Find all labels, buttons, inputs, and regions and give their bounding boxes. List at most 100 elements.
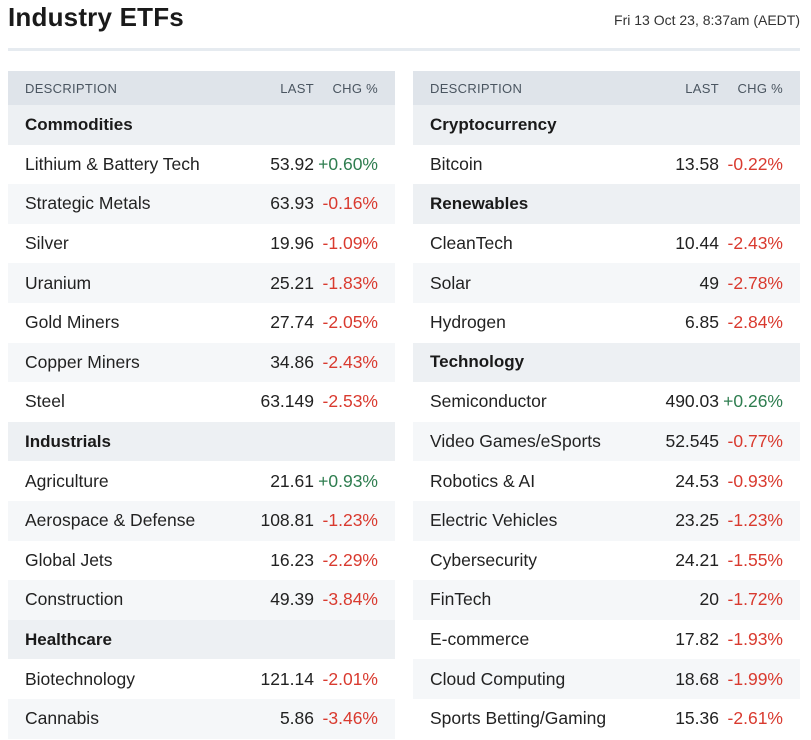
table-row[interactable]: Copper Miners 34.86 -2.43% [8, 342, 395, 383]
change-percent: -0.93% [727, 470, 783, 491]
change-percent: -2.78% [727, 272, 783, 293]
etf-name[interactable]: Global Jets [25, 549, 113, 570]
section-label: Technology [430, 352, 525, 372]
etf-name[interactable]: Semiconductor [430, 391, 547, 412]
section-header: Technology [413, 342, 800, 383]
column-header-last[interactable]: LAST [280, 80, 314, 96]
change-percent: -2.84% [727, 312, 783, 333]
etf-name[interactable]: Construction [25, 589, 124, 610]
right-etf-table: DESCRIPTION LAST CHG % Cryptocurrency Bit… [413, 71, 800, 739]
change-percent: -0.22% [727, 153, 783, 174]
left-etf-table: DESCRIPTION LAST CHG % Commodities Lithiu… [8, 71, 395, 739]
table-row[interactable]: Aerospace & Defense 108.81 -1.23% [8, 500, 395, 541]
etf-name[interactable]: FinTech [430, 589, 492, 610]
last-price: 13.58 [675, 153, 719, 174]
column-header-change[interactable]: CHG % [737, 80, 783, 96]
change-percent: -2.43% [727, 233, 783, 254]
column-header-description[interactable]: DESCRIPTION [430, 80, 523, 96]
table-row[interactable]: Strategic Metals 63.93 -0.16% [8, 184, 395, 224]
last-price: 108.81 [260, 510, 314, 531]
table-row[interactable]: Lithium & Battery Tech 53.92 +0.60% [8, 144, 395, 185]
etf-name[interactable]: Electric Vehicles [430, 510, 558, 531]
column-header-last[interactable]: LAST [685, 80, 719, 96]
etf-name[interactable]: Biotechnology [25, 668, 135, 689]
table-row[interactable]: Cybersecurity 24.21 -1.55% [413, 540, 800, 581]
section-label: Commodities [25, 114, 133, 134]
change-percent: -1.72% [727, 589, 783, 610]
column-header-change[interactable]: CHG % [332, 80, 378, 96]
section-header: Renewables [413, 184, 800, 224]
table-row[interactable]: Semiconductor 490.03 +0.26% [413, 382, 800, 422]
table-row[interactable]: Bitcoin 13.58 -0.22% [413, 144, 800, 185]
section-label: Renewables [430, 193, 529, 213]
last-price: 16.23 [270, 549, 314, 570]
change-percent: -3.46% [322, 708, 378, 729]
change-percent: +0.60% [318, 153, 378, 174]
table-row[interactable]: Agriculture 21.61 +0.93% [8, 461, 395, 501]
table-row[interactable]: Robotics & AI 24.53 -0.93% [413, 461, 800, 501]
change-percent: -1.23% [727, 510, 783, 531]
table-row[interactable]: Global Jets 16.23 -2.29% [8, 540, 395, 581]
table-row[interactable]: Hydrogen 6.85 -2.84% [413, 302, 800, 343]
table-row[interactable]: CleanTech 10.44 -2.43% [413, 223, 800, 264]
change-percent: -2.29% [322, 549, 378, 570]
etf-name[interactable]: Bitcoin [430, 153, 483, 174]
table-row[interactable]: Construction 49.39 -3.84% [8, 580, 395, 620]
last-price: 5.86 [279, 708, 314, 729]
table-row[interactable]: Uranium 25.21 -1.83% [8, 263, 395, 303]
table-row[interactable]: E-commerce 17.82 -1.93% [413, 619, 800, 660]
last-price: 19.96 [270, 233, 314, 254]
etf-name[interactable]: Gold Miners [25, 312, 120, 333]
last-price: 15.36 [675, 708, 719, 729]
etf-name[interactable]: Robotics & AI [430, 470, 536, 491]
last-price: 34.86 [270, 351, 314, 372]
etf-name[interactable]: CleanTech [430, 233, 513, 254]
etf-name[interactable]: E-commerce [430, 629, 530, 650]
table-row[interactable]: Gold Miners 27.74 -2.05% [8, 302, 395, 343]
timestamp: Fri 13 Oct 23, 8:37am (AEDT) [614, 12, 800, 28]
table-row[interactable]: Cannabis 5.86 -3.46% [8, 698, 395, 739]
table-row[interactable]: Biotechnology 121.14 -2.01% [8, 659, 395, 699]
etf-name[interactable]: Hydrogen [430, 312, 506, 333]
table-row[interactable]: Sports Betting/Gaming 15.36 -2.61% [413, 698, 800, 739]
etf-name[interactable]: Solar [430, 272, 471, 293]
etf-name[interactable]: Strategic Metals [25, 193, 151, 214]
table-row[interactable]: Electric Vehicles 23.25 -1.23% [413, 500, 800, 541]
column-header-description[interactable]: DESCRIPTION [25, 80, 118, 96]
change-percent: -2.61% [727, 708, 783, 729]
last-price: 490.03 [665, 391, 719, 412]
table-row[interactable]: Silver 19.96 -1.09% [8, 223, 395, 264]
etf-name[interactable]: Copper Miners [25, 351, 140, 372]
etf-name[interactable]: Video Games/eSports [430, 431, 601, 452]
change-percent: -1.99% [727, 668, 783, 689]
etf-name[interactable]: Cloud Computing [430, 668, 566, 689]
etf-name[interactable]: Aerospace & Defense [25, 510, 196, 531]
etf-name[interactable]: Agriculture [25, 470, 109, 491]
change-percent: -2.43% [322, 351, 378, 372]
etf-name[interactable]: Uranium [25, 272, 92, 293]
etf-name[interactable]: Sports Betting/Gaming [430, 708, 607, 729]
header-divider [8, 48, 800, 51]
etf-name[interactable]: Lithium & Battery Tech [25, 153, 200, 174]
last-price: 49 [699, 272, 719, 293]
table-row[interactable]: Steel 63.149 -2.53% [8, 382, 395, 422]
table-row[interactable]: Solar 49 -2.78% [413, 263, 800, 303]
last-price: 63.149 [260, 391, 314, 412]
etf-name[interactable]: Cannabis [25, 708, 99, 729]
table-row[interactable]: Video Games/eSports 52.545 -0.77% [413, 421, 800, 462]
etf-name[interactable]: Silver [25, 233, 69, 254]
table-row[interactable]: FinTech 20 -1.72% [413, 580, 800, 620]
etf-name[interactable]: Steel [25, 391, 65, 412]
change-percent: -3.84% [322, 589, 378, 610]
last-price: 23.25 [675, 510, 719, 531]
change-percent: -1.93% [727, 629, 783, 650]
last-price: 24.53 [675, 470, 719, 491]
change-percent: -2.01% [322, 668, 378, 689]
etf-name[interactable]: Cybersecurity [430, 549, 537, 570]
section-label: Industrials [25, 431, 111, 451]
change-percent: -1.09% [322, 233, 378, 254]
table-row[interactable]: Cloud Computing 18.68 -1.99% [413, 659, 800, 699]
table-header-row: DESCRIPTION LAST CHG % [8, 71, 395, 105]
last-price: 17.82 [675, 629, 719, 650]
section-header: Healthcare [8, 619, 395, 660]
